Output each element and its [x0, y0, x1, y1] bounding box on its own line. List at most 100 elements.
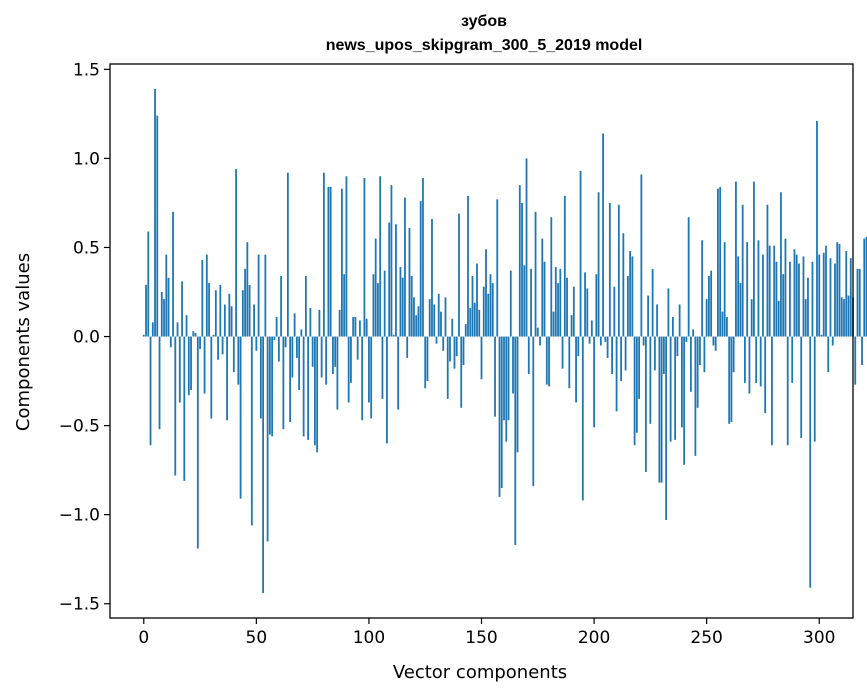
bar	[505, 336, 508, 442]
bar	[516, 336, 519, 453]
bar	[426, 336, 429, 382]
x-axis-label: Vector components	[393, 662, 567, 683]
bar	[282, 336, 285, 430]
bar	[570, 315, 573, 337]
bar	[165, 254, 168, 337]
bar	[149, 336, 152, 446]
bar	[692, 329, 695, 337]
bar	[523, 265, 526, 337]
bar	[721, 311, 724, 337]
bar	[825, 245, 827, 337]
bar	[620, 336, 622, 382]
bar	[327, 186, 330, 337]
bar	[543, 261, 546, 337]
bar	[354, 316, 357, 337]
bar	[268, 336, 271, 435]
bar	[800, 336, 803, 439]
bar	[653, 336, 656, 371]
bar	[748, 336, 751, 394]
bar	[458, 213, 460, 337]
bar	[795, 254, 798, 337]
bar	[437, 293, 440, 337]
bar	[858, 268, 861, 337]
bar	[762, 254, 764, 337]
bar	[789, 261, 791, 337]
bar	[777, 300, 780, 337]
y-axis-label: Components values	[13, 253, 34, 431]
bar	[199, 336, 201, 350]
bar	[372, 274, 375, 337]
bar	[219, 284, 222, 337]
bar	[410, 275, 413, 337]
bar	[235, 169, 237, 337]
bar	[158, 336, 161, 430]
bar	[404, 197, 406, 337]
bar	[338, 309, 341, 337]
bar	[703, 336, 706, 373]
bar	[545, 336, 548, 385]
bar	[455, 336, 458, 357]
bar	[221, 336, 224, 355]
bar	[509, 270, 512, 337]
bar	[246, 242, 249, 337]
bar	[230, 306, 233, 337]
bar	[440, 311, 442, 337]
bar	[350, 336, 352, 383]
bar	[151, 322, 154, 337]
bar	[593, 336, 595, 428]
bar	[723, 242, 726, 337]
bar	[307, 336, 310, 440]
bar	[599, 336, 602, 346]
bar	[244, 268, 246, 337]
bar	[726, 316, 728, 337]
bar	[694, 336, 697, 456]
bar	[660, 336, 663, 483]
bar	[631, 256, 634, 337]
bar	[226, 336, 228, 421]
bar	[473, 302, 476, 337]
bar	[379, 176, 382, 337]
bar	[217, 336, 219, 360]
bar	[467, 195, 469, 337]
x-axis: 0 50 100 150 200 250 300	[138, 618, 835, 648]
bar	[300, 329, 303, 337]
bar	[302, 336, 305, 437]
y-tick-label: −1.5	[59, 595, 100, 615]
bar	[705, 299, 708, 337]
bar	[237, 336, 240, 385]
y-tick-label: 0.0	[73, 328, 100, 348]
bar	[536, 327, 539, 337]
bar	[816, 121, 818, 337]
bar	[590, 320, 593, 337]
bar	[406, 336, 409, 358]
bar	[572, 286, 575, 337]
bar	[203, 336, 206, 394]
bar	[392, 334, 395, 337]
bar	[356, 336, 359, 360]
bar	[680, 336, 683, 428]
x-tick-label: 200	[578, 628, 610, 648]
bar	[741, 204, 744, 337]
bar	[377, 283, 379, 337]
bar	[266, 336, 269, 542]
bar	[829, 258, 832, 337]
bar	[228, 293, 231, 337]
bar	[176, 322, 179, 337]
bar	[755, 336, 758, 383]
bar	[613, 286, 616, 337]
bar	[487, 293, 490, 337]
bar	[381, 336, 384, 399]
bar	[210, 336, 213, 419]
bar	[827, 336, 830, 373]
bar	[289, 336, 292, 423]
bar	[291, 336, 294, 378]
bar	[689, 336, 692, 392]
bar	[476, 263, 478, 337]
bar	[363, 178, 366, 337]
bar	[575, 336, 577, 403]
bar	[491, 283, 494, 337]
bar	[588, 336, 591, 344]
bar	[820, 334, 823, 337]
bar	[453, 336, 456, 369]
bar	[264, 254, 267, 337]
